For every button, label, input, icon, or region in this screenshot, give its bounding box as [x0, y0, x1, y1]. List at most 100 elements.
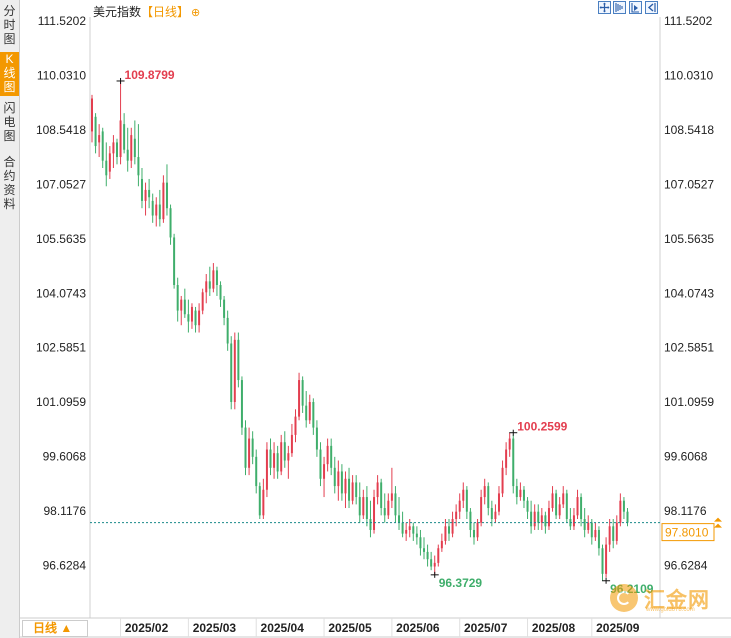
candle-body: [194, 310, 197, 326]
candle-down: [415, 526, 418, 545]
candle-down: [530, 500, 533, 534]
scroll-end-icon[interactable]: [645, 1, 658, 14]
candle-down: [544, 511, 547, 534]
candle-body: [355, 482, 358, 498]
candle-up: [533, 504, 536, 530]
y-tick-label-left: 105.5635: [36, 232, 86, 246]
candle-body: [273, 453, 276, 468]
candle-up: [390, 467, 393, 509]
candle-down: [276, 445, 279, 479]
candle-body: [208, 281, 211, 289]
candle-body: [305, 405, 308, 421]
candle-body: [605, 544, 608, 574]
y-tick-label-left: 101.0959: [36, 395, 86, 409]
candle-body: [119, 120, 122, 158]
period-selector-button[interactable]: 日线 ▲: [22, 620, 88, 637]
candle-body: [555, 493, 558, 516]
candle-body: [269, 449, 272, 468]
candle-down: [301, 376, 304, 413]
x-tick-label: 2025/05: [328, 621, 372, 635]
candle-up: [98, 124, 101, 158]
candle-body: [326, 445, 329, 465]
candle-up: [540, 508, 543, 530]
y-tick-label-left: 99.6068: [43, 450, 87, 464]
high-annotation-label: 100.2599: [517, 420, 567, 434]
candle-up: [112, 135, 115, 168]
plus-circle-icon[interactable]: ⊕: [191, 7, 201, 19]
candle-down: [158, 189, 161, 227]
chart-grid: [20, 17, 731, 638]
y-tick-label-right: 107.0527: [664, 177, 714, 191]
period-label: 【日线】: [141, 5, 190, 19]
candle-down: [223, 295, 226, 326]
chart-header: 美元指数【日线】 ⊕: [93, 3, 200, 20]
candle-up: [298, 372, 301, 421]
x-tick-label: 2025/09: [596, 621, 640, 635]
candle-down: [490, 500, 493, 527]
candle-down: [426, 544, 429, 567]
x-tick-label: 2025/08: [532, 621, 576, 635]
candle-up: [476, 518, 479, 541]
candle-body: [551, 493, 554, 509]
candle-up: [387, 493, 390, 519]
candle-up: [91, 94, 93, 143]
candle-down: [358, 482, 361, 523]
y-axis-labels: 111.5202 111.5202 110.0310 110.0310 108.5418…: [36, 14, 714, 573]
candle-body: [480, 497, 483, 523]
candle-down: [597, 526, 600, 556]
candle-up: [344, 471, 347, 509]
candle-up: [273, 442, 276, 479]
candle-down: [244, 420, 247, 476]
candle-body: [547, 508, 550, 527]
candle-down: [251, 431, 254, 465]
candle-up: [190, 303, 193, 329]
move-icon[interactable]: [598, 1, 611, 14]
zoom-in-icon[interactable]: [613, 1, 626, 14]
candle-body: [148, 189, 151, 198]
candle-body: [298, 380, 301, 417]
candle-down: [187, 299, 190, 333]
candle-up: [497, 486, 500, 516]
candle-up: [233, 332, 236, 410]
candle-down: [383, 493, 386, 523]
candle-up: [547, 500, 550, 530]
candle-series: [91, 80, 629, 581]
candle-down: [537, 504, 540, 530]
candle-body: [583, 518, 586, 530]
candle-body: [337, 471, 340, 487]
candle-up: [587, 515, 590, 534]
candle-body: [108, 153, 111, 172]
candle-down: [555, 489, 558, 519]
candle-body: [444, 526, 447, 541]
candle-body: [601, 548, 604, 574]
tab-contract-info[interactable]: 合约资料: [3, 155, 16, 211]
tab-candlestick-chart[interactable]: K线图: [0, 52, 19, 96]
candle-body: [155, 204, 158, 216]
tab-tick-chart[interactable]: 闪电图: [3, 101, 16, 143]
tab-time-sharing-chart[interactable]: 分时图: [3, 4, 16, 46]
y-tick-label-left: 107.0527: [36, 177, 86, 191]
candle-body: [244, 427, 247, 468]
candle-down: [394, 486, 397, 523]
candle-down: [340, 464, 343, 501]
candle-body: [165, 182, 168, 209]
candle-body: [448, 526, 450, 534]
candle-body: [437, 548, 440, 563]
y-tick-label-right: 101.0959: [664, 395, 714, 409]
candle-up: [551, 486, 554, 512]
candle-body: [580, 497, 583, 519]
candle-up: [433, 555, 436, 575]
candle-body: [215, 270, 218, 285]
candle-body: [612, 526, 615, 541]
candle-body: [276, 453, 279, 472]
candle-body: [483, 486, 486, 498]
candle-body: [512, 438, 515, 487]
low-annotation-label: 96.3729: [439, 576, 483, 590]
zoom-out-icon[interactable]: [629, 1, 642, 14]
y-tick-label-left: 110.0310: [37, 68, 86, 82]
y-tick-label-right: 108.5418: [664, 123, 714, 137]
candle-body: [319, 449, 322, 479]
candle-down: [312, 398, 315, 435]
